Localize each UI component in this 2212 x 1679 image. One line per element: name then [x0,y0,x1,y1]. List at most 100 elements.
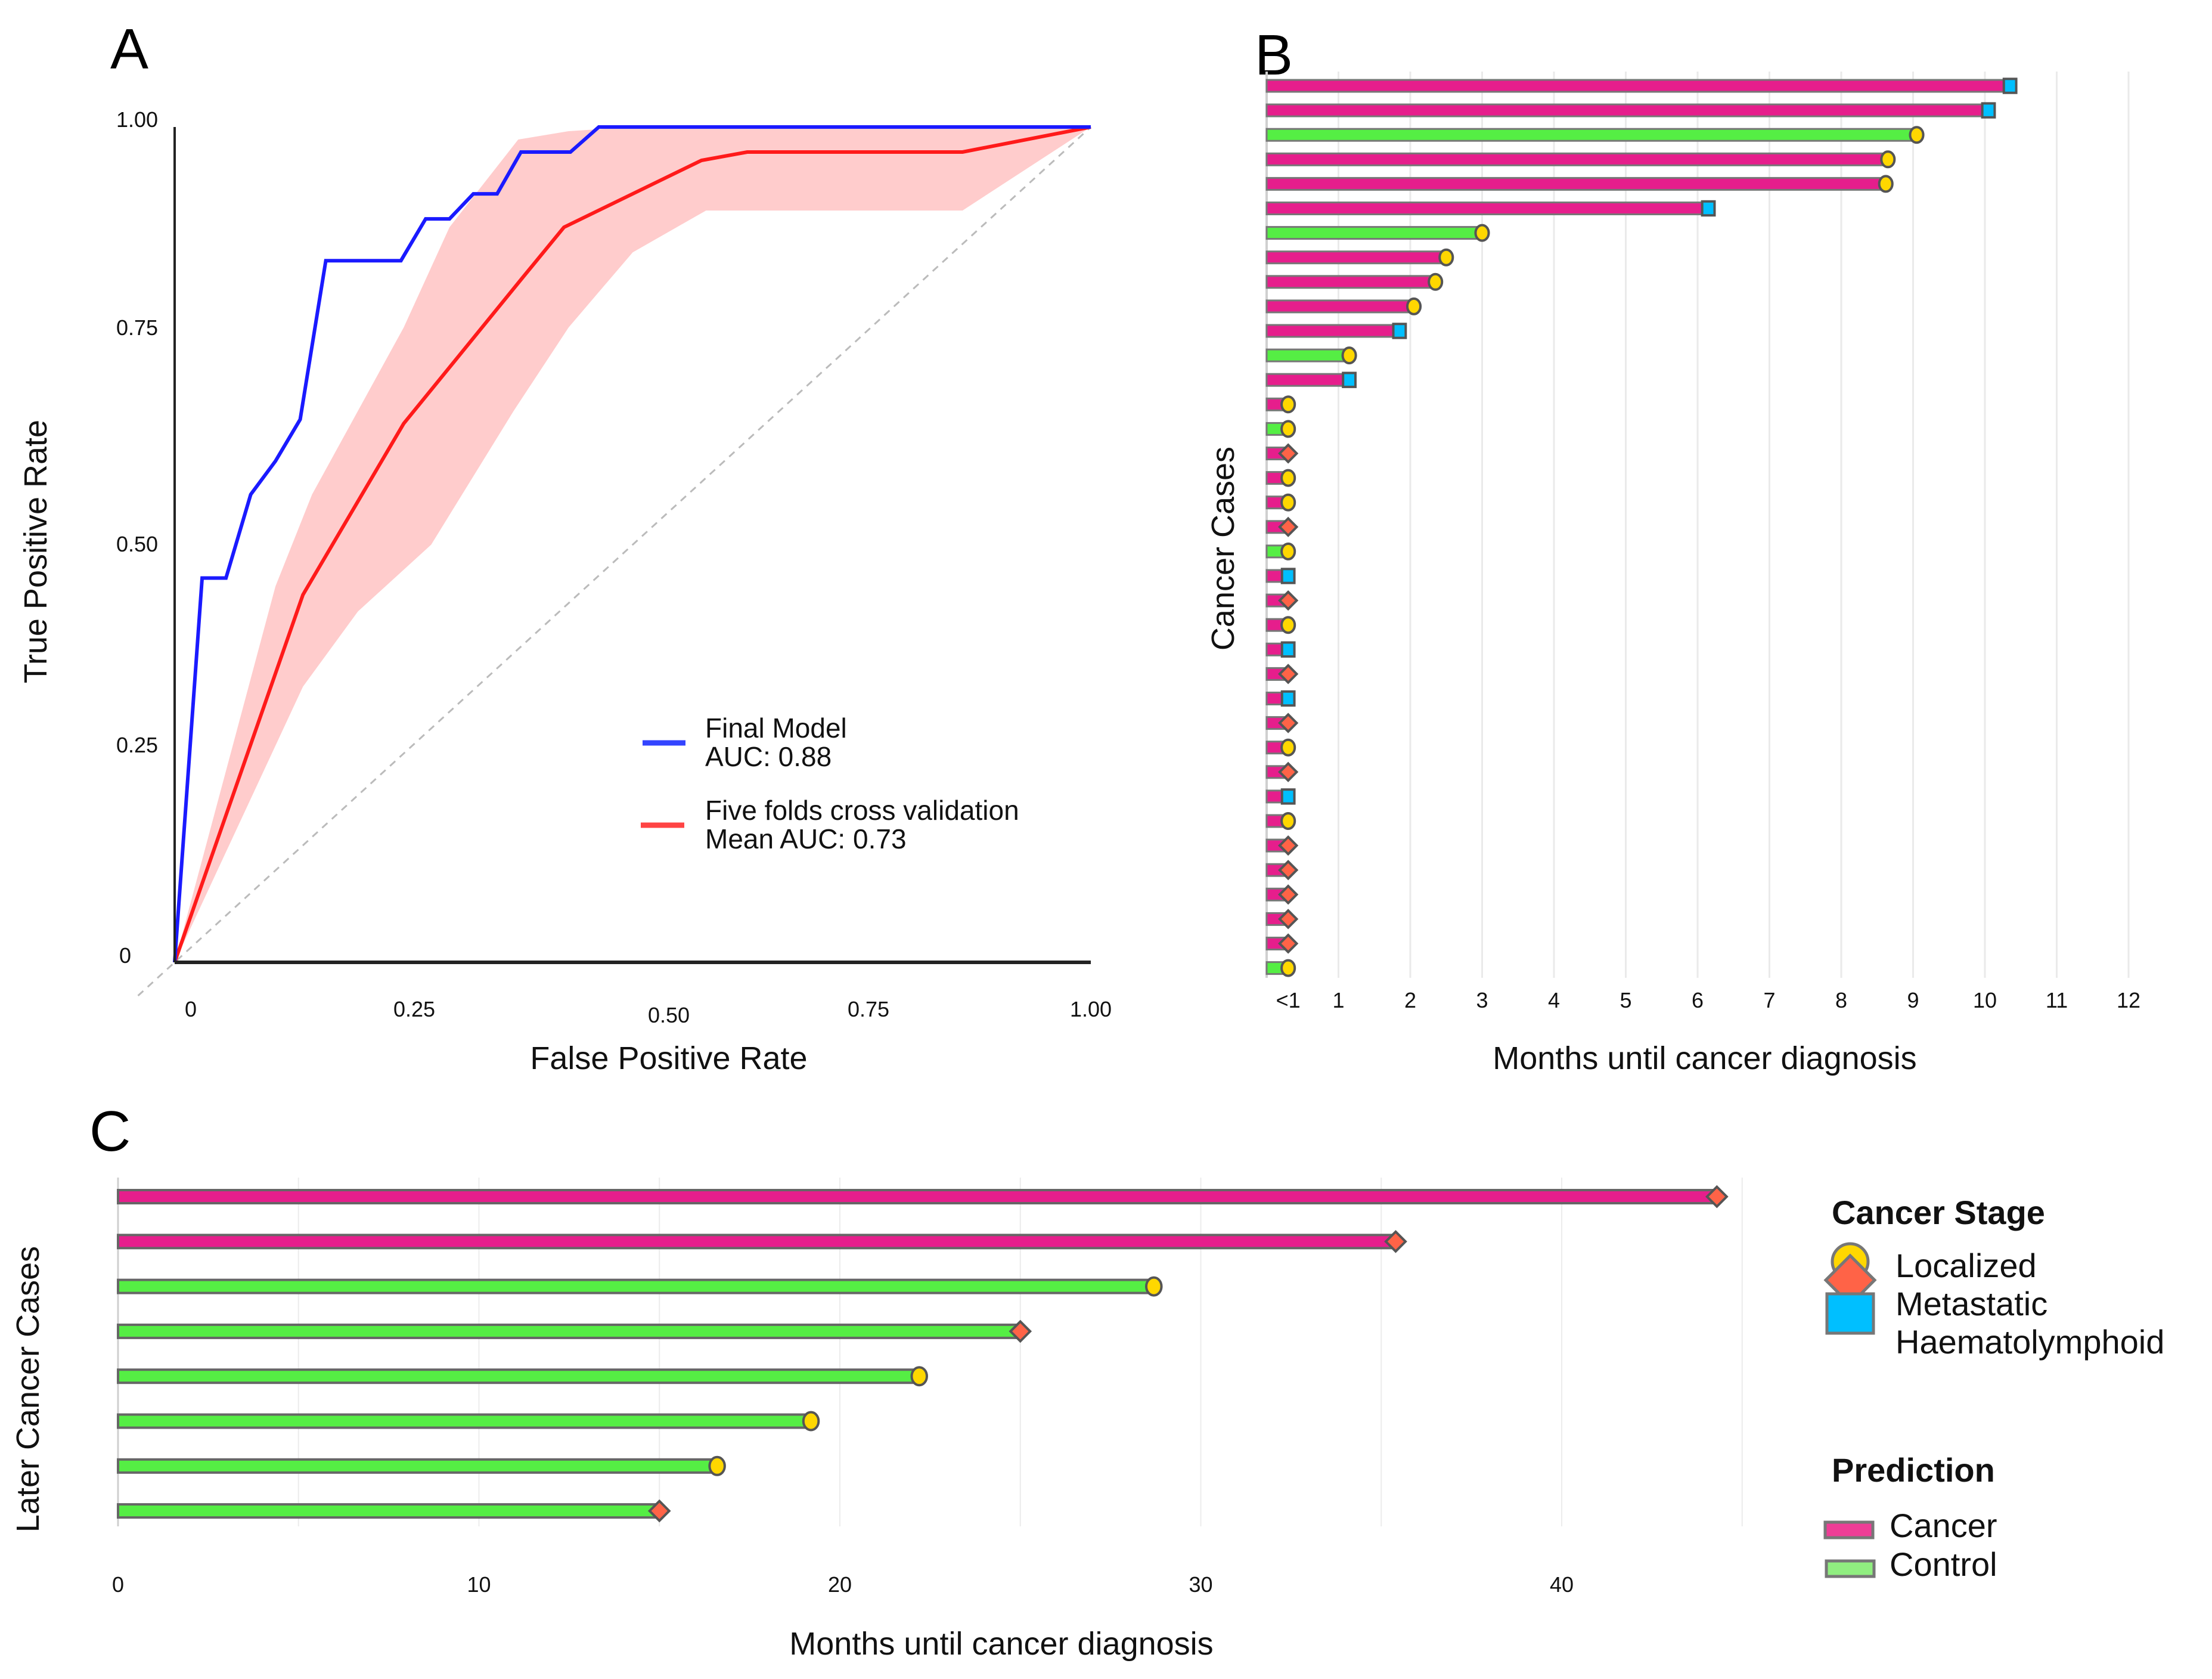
b-bar [1265,226,1483,240]
b-bar [1265,176,1887,191]
b-case [1265,102,1996,119]
x-tick-075: 0.75 [848,997,889,1021]
legend-localized-label: Localized [1895,1247,2037,1284]
b-bar [1265,103,1990,117]
b-case [1265,812,1296,830]
b-localized-marker [1280,420,1296,438]
b-case [1265,713,1299,733]
c-x-tick: 0 [112,1572,124,1597]
b-case [1265,248,1454,267]
y-tick-025: 0.25 [116,733,158,757]
c-case [117,1276,1163,1297]
b-case [1265,395,1296,414]
b-case [1265,959,1296,977]
b-case [1265,78,2018,94]
c-bar [117,1368,921,1384]
b-case [1265,224,1490,242]
b-bar [1265,373,1351,387]
c-x-tick: 10 [467,1572,491,1597]
y-tick-0: 0 [119,943,131,968]
b-x-tick: 5 [1620,988,1631,1012]
b-haematolymphoid-marker [2002,78,2018,94]
b-case [1265,568,1296,584]
b-case [1265,297,1422,315]
b-x-tick: 11 [2046,988,2068,1012]
b-metastatic-marker [1278,713,1299,733]
c-case [117,1499,671,1523]
c-bar [117,1503,661,1519]
b-case [1265,590,1299,611]
b-case [1265,150,1896,169]
b-case [1265,371,1357,388]
b-localized-marker [1438,248,1454,267]
b-case [1265,761,1299,782]
b-x-tick: 7 [1763,988,1775,1012]
b-x-tick: 8 [1835,988,1847,1012]
y-tick-1: 1.00 [116,107,158,132]
b-case [1265,420,1296,438]
b-metastatic-marker [1278,443,1299,464]
c-bar [117,1234,1397,1250]
b-x-tick: 12 [2117,988,2140,1012]
b-x-tick: 2 [1404,988,1416,1012]
b-case [1265,200,1716,217]
panel-label-a: A [110,17,148,81]
b-case [1265,516,1299,537]
c-case [117,1229,1407,1253]
b-localized-marker [1280,812,1296,830]
b-localized-marker [1280,469,1296,487]
c-localized-marker [910,1366,928,1387]
b-y-axis-title: Cancer Cases [1205,447,1241,650]
b-case [1265,738,1296,757]
x-axis-title: False Positive Rate [530,1040,807,1076]
b-metastatic-marker [1278,860,1299,881]
b-bar [1265,299,1415,314]
b-x-axis-title: Months until cancer diagnosis [1493,1040,1916,1076]
legend-haematolymphoid-square-icon [1825,1292,1875,1335]
b-bar [1265,79,2011,93]
legend-final-model-auc: AUC: 0.88 [705,741,832,772]
b-case [1265,788,1296,805]
b-x-tick: 9 [1907,988,1919,1012]
b-case [1265,272,1444,291]
b-metastatic-marker [1278,933,1299,954]
x-tick-0: 0 [185,997,197,1021]
b-localized-marker [1878,175,1894,193]
b-metastatic-marker [1278,761,1299,782]
b-haematolymphoid-marker [1342,371,1357,388]
b-bar [1265,128,1918,142]
b-metastatic-marker [1278,664,1299,684]
b-localized-marker [1406,297,1422,315]
legend: Cancer Stage Localized Metastatic Haemat… [1823,1194,2164,1583]
y-tick-050: 0.50 [116,532,158,556]
b-case [1265,469,1296,487]
b-case [1265,664,1299,684]
c-bar [117,1413,812,1429]
legend-cancer-swatch [1823,1520,1875,1539]
b-haematolymphoid-marker [1701,200,1716,217]
b-localized-marker [1280,395,1296,414]
cv-mean-roc-line [173,125,1091,963]
b-bar [1265,348,1351,363]
c-metastatic-marker [1705,1185,1729,1209]
b-x-tick: 6 [1692,988,1704,1012]
b-localized-marker [1909,126,1925,144]
b-case [1265,909,1299,930]
b-localized-marker [1474,224,1490,242]
c-bar [117,1189,1718,1204]
b-haematolymphoid-marker [1392,323,1407,339]
b-bar [1265,202,1710,215]
legend-cv-label: Five folds cross validation [705,795,1019,826]
b-case [1265,126,1925,144]
b-haematolymphoid-marker [1280,568,1296,584]
b-haematolymphoid-marker [1280,690,1296,707]
b-localized-marker [1280,959,1296,977]
b-case [1265,346,1357,365]
b-case [1265,933,1299,954]
c-localized-marker [802,1411,820,1432]
c-bar [117,1458,719,1474]
x-tick-1: 1.00 [1070,997,1112,1021]
c-metastatic-marker [1009,1319,1032,1343]
cv-confidence-band [175,127,1091,962]
b-haematolymphoid-marker [1280,788,1296,805]
